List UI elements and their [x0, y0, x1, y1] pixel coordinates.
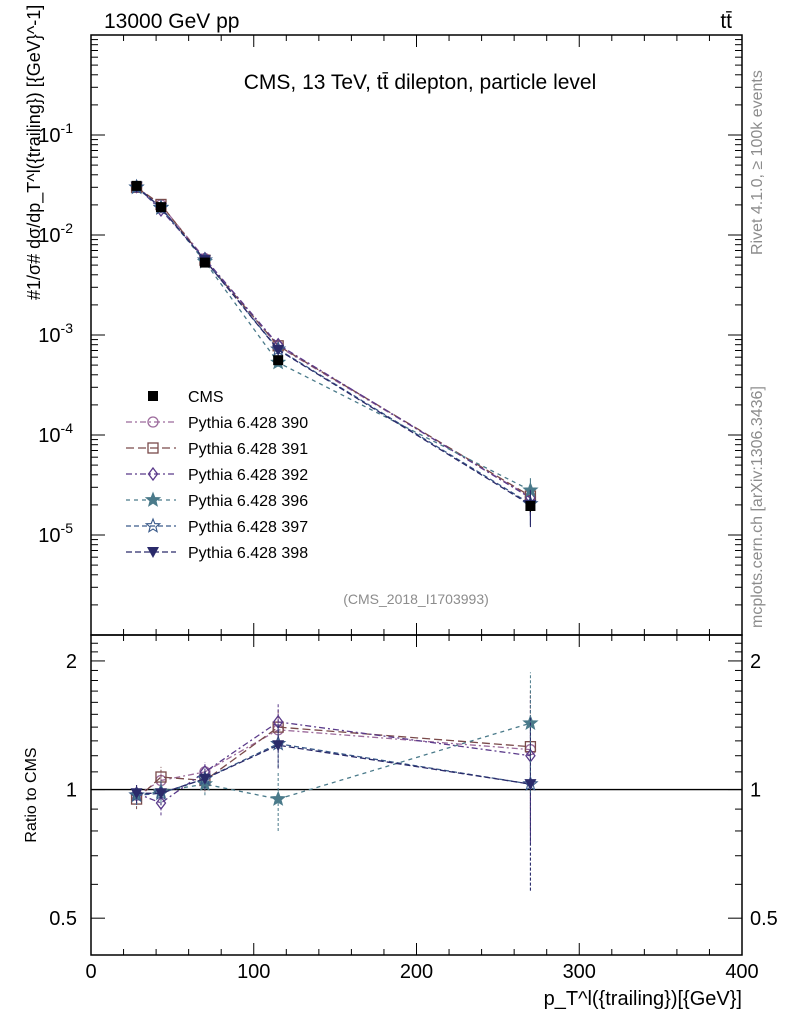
- ratio-point: [130, 788, 143, 800]
- x-tick-label: 300: [563, 961, 596, 983]
- main-plot-panel: 10-1 10-2 10-3 10-4 10-5 CMS, 13 TeV, tt̄ di…: [24, 5, 743, 636]
- ratio-axis-ticks: [90, 634, 743, 955]
- legend-marker: [144, 517, 162, 533]
- ratio-point: [155, 795, 167, 811]
- ratio-point: [154, 788, 167, 800]
- ratio-point: [198, 773, 211, 785]
- legend-marker: [147, 547, 159, 558]
- legend-marker: [147, 466, 159, 482]
- y-tick-label-right: 1: [750, 780, 761, 802]
- x-tick-labels: 0 100 200 300 400: [85, 961, 758, 983]
- main-series-group: [128, 178, 539, 528]
- data-point: [131, 180, 142, 191]
- ratio-line: [136, 726, 531, 800]
- ratio-series-pythia-6-428-391: [130, 690, 537, 829]
- ratio-line: [136, 722, 531, 800]
- ratio-point: [270, 790, 287, 806]
- legend-label: Pythia 6.428 391: [188, 441, 308, 458]
- y-tick-label: 0.5: [49, 908, 77, 930]
- data-point: [272, 344, 285, 356]
- legend-entry: CMS: [148, 389, 224, 406]
- header-left: 13000 GeV pp: [104, 10, 239, 33]
- series-pythia-6-428-390: [130, 181, 537, 515]
- data-point: [199, 257, 210, 268]
- x-axis-label: p_T^l({trailing})[{GeV}]: [544, 988, 742, 1010]
- mcplots-label: mcplots.cern.ch [arXiv:1306.3436]: [749, 386, 766, 628]
- legend-entry: Pythia 6.428 397: [126, 517, 308, 536]
- legend-entry: Pythia 6.428 392: [126, 466, 308, 484]
- ratio-series-group: [91, 672, 742, 891]
- ratio-line: [136, 743, 531, 796]
- main-y-axis-label: #1/σ# dσ/dp_T^l({trailing}) [{GeV}^-1]: [24, 5, 45, 300]
- ratio-plot-frame: [90, 634, 743, 956]
- legend-marker: [148, 391, 158, 401]
- legend-marker: [147, 416, 159, 428]
- ratio-y-tick-labels: 0.5 0.5 1 1 2 2: [49, 651, 778, 930]
- ratio-plot-panel: 0.5 0.5 1 1 2 2 0 100 200 300 400 Ratio to CMS p_…: [23, 634, 778, 1010]
- y-tick-label: 2: [66, 651, 77, 673]
- y-tick-label-right: 0.5: [750, 908, 778, 930]
- series-pythia-6-428-392: [131, 179, 536, 516]
- legend-label: Pythia 6.428 397: [188, 519, 308, 536]
- legend-marker: [147, 442, 159, 454]
- x-tick-label: 0: [85, 961, 96, 983]
- legend-entry: Pythia 6.428 396: [126, 491, 308, 510]
- series-pythia-6-428-391: [130, 181, 537, 514]
- x-tick-label: 200: [400, 961, 433, 983]
- rivet-label: Rivet 4.1.0, ≥ 100k events: [749, 70, 766, 255]
- y-tick-label: 1: [66, 780, 77, 802]
- y-tick-label: 10-3: [38, 320, 73, 347]
- ratio-series-pythia-6-428-398: [130, 716, 537, 891]
- series-line: [136, 186, 531, 491]
- x-tick-label: 400: [725, 961, 758, 983]
- series-pythia-6-428-396: [128, 178, 539, 508]
- y-tick-label-right: 2: [750, 651, 761, 673]
- y-tick-label: 10-2: [38, 220, 73, 247]
- data-point: [273, 355, 284, 366]
- y-tick-label: 10-4: [38, 420, 73, 447]
- main-y-tick-labels: 10-1 10-2 10-3 10-4 10-5: [38, 120, 73, 547]
- legend-entry: Pythia 6.428 398: [126, 545, 308, 562]
- analysis-watermark: (CMS_2018_I1703993): [343, 591, 489, 607]
- legend: CMS Pythia 6.428 390 Pythia 6.428 391 Pythi…: [126, 389, 308, 562]
- main-axis-ticks: [90, 35, 743, 636]
- chart-title: CMS, 13 TeV, tt̄ dilepton, particle leve…: [244, 71, 597, 94]
- ratio-point: [522, 714, 539, 731]
- data-point: [525, 500, 536, 511]
- ratio-series-pythia-6-428-392: [131, 696, 536, 843]
- data-point: [155, 202, 166, 213]
- legend-label: CMS: [188, 389, 224, 406]
- legend-label: Pythia 6.428 396: [188, 493, 308, 510]
- x-tick-label: 100: [237, 961, 270, 983]
- ratio-series-pythia-6-428-390: [130, 692, 537, 834]
- legend-label: Pythia 6.428 390: [188, 415, 308, 432]
- header-right: tt̄: [720, 10, 732, 33]
- legend-marker: [144, 491, 162, 507]
- ratio-line: [136, 744, 531, 794]
- ratio-point: [272, 740, 285, 752]
- ratio-point: [524, 779, 537, 791]
- legend-entry: Pythia 6.428 391: [126, 441, 308, 458]
- series-cms: [131, 180, 536, 512]
- legend-label: Pythia 6.428 392: [188, 467, 308, 484]
- y-tick-label: 10-1: [38, 120, 73, 147]
- ratio-series-pythia-6-428-396: [128, 672, 539, 831]
- ratio-y-axis-label: Ratio to CMS: [23, 747, 40, 842]
- legend-label: Pythia 6.428 398: [188, 545, 308, 562]
- legend-entry: Pythia 6.428 390: [126, 415, 308, 432]
- y-tick-label: 10-5: [38, 520, 73, 547]
